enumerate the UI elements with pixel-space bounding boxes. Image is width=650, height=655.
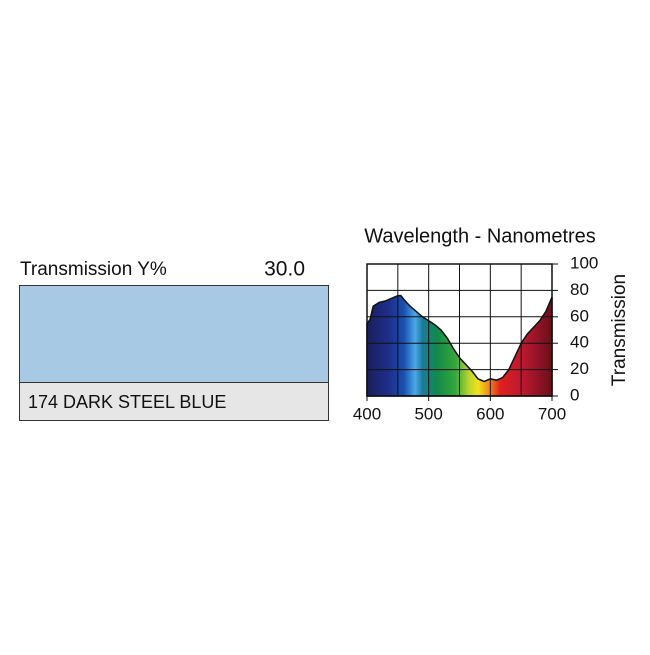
y-tick-label: 100	[570, 253, 598, 272]
x-tick-label: 500	[414, 404, 442, 423]
filter-name: 174 DARK STEEL BLUE	[28, 392, 226, 412]
y-tick-label: 60	[570, 306, 589, 325]
y-tick-label: 80	[570, 280, 589, 299]
transmission-label: Transmission Y%	[20, 259, 167, 280]
x-tick-label: 700	[538, 404, 566, 423]
y-tick-label: 20	[570, 359, 589, 378]
transmission-area	[366, 294, 553, 397]
x-tick-label: 400	[353, 404, 381, 423]
color-swatch	[19, 285, 329, 383]
transmission-value: 30.0	[264, 258, 305, 281]
name-box	[19, 382, 329, 421]
x-tick-label: 600	[476, 404, 504, 423]
chart-title: Wavelength - Nanometres	[364, 225, 596, 247]
y-axis-label: Transmission	[609, 274, 630, 386]
y-tick-label: 40	[570, 333, 589, 352]
y-tick-label: 0	[570, 385, 579, 404]
plot-frame	[366, 263, 553, 397]
